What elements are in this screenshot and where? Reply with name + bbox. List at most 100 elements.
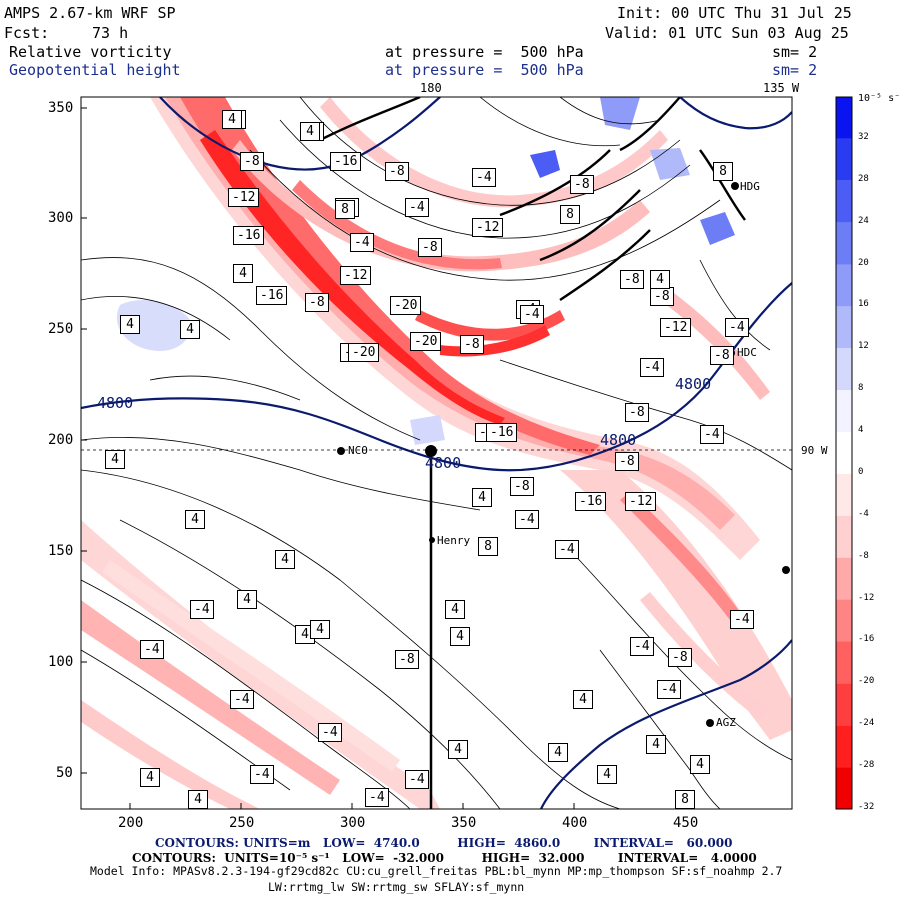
- vorticity-value-label: -8: [615, 452, 639, 471]
- vorticity-value-label: 4: [650, 270, 670, 289]
- x-tick-400: 400: [562, 815, 588, 831]
- field-geopotential: Geopotential height: [9, 61, 181, 79]
- colorbar-tick-label: 28: [858, 173, 869, 184]
- colorbar-swatch: [836, 725, 852, 768]
- height-label-west: 4800: [97, 394, 134, 412]
- vorticity-value-label: -4: [230, 690, 254, 709]
- colorbar-tick-label: -28: [858, 760, 875, 771]
- station-marker-nco: [337, 447, 345, 455]
- x-tick-450: 450: [673, 815, 699, 831]
- colorbar-tick-label: -16: [858, 634, 875, 645]
- vorticity-value-label: -4: [140, 640, 164, 659]
- vorticity-value-label: 4: [472, 488, 492, 507]
- colorbar-tick-label: 12: [858, 341, 869, 352]
- colorbar-tick-label: 0: [858, 466, 864, 477]
- vorticity-value-label: -12: [660, 318, 692, 337]
- vorticity-value-label: -4: [472, 168, 496, 187]
- vorticity-value-label: -20: [410, 332, 442, 351]
- positive-vorticity-patch-3: [700, 212, 735, 245]
- vorticity-value-label: -8: [305, 293, 329, 312]
- footer-model-info: Model Info: MPASv8.2.3-194-gf29cd82c CU:…: [90, 864, 783, 878]
- positive-vorticity-patch-2: [530, 150, 560, 178]
- vorticity-value-label: -4: [405, 770, 429, 789]
- vorticity-value-label: 8: [675, 790, 695, 809]
- vorticity-value-label: -8: [650, 287, 674, 306]
- colorbar-unit: 10⁻⁵ s⁻¹: [858, 93, 900, 104]
- vorticity-value-label: 4: [646, 735, 666, 754]
- colorbar-swatch: [836, 306, 852, 349]
- vorticity-value-label: -4: [365, 788, 389, 807]
- vorticity-value-label: -4: [350, 233, 374, 252]
- vorticity-value-label: -16: [233, 226, 265, 245]
- vorticity-band-upper-2: [292, 180, 502, 270]
- station-marker-agz: [706, 719, 714, 727]
- vorticity-value-label: -8: [570, 175, 594, 194]
- vorticity-value-label: 4: [448, 740, 468, 759]
- colorbar-tick-label: -32: [858, 802, 875, 812]
- colorbar-swatch: [836, 222, 852, 265]
- y-tick-350: 350: [48, 100, 74, 116]
- colorbar-swatch: [836, 348, 852, 391]
- station-label-hdg: HDG: [740, 180, 760, 193]
- vorticity-band-right-4: [640, 592, 770, 720]
- colorbar-swatch: [836, 683, 852, 726]
- colorbar-tick-label: 24: [858, 215, 869, 226]
- footer-vorticity-contours: CONTOURS: UNITS=10⁻⁵ s⁻¹ LOW= -32.000 HI…: [132, 851, 757, 865]
- vorticity-value-label: 4: [690, 755, 710, 774]
- positive-vorticity-patch-1: [116, 300, 191, 351]
- vorticity-value-label: -4: [405, 198, 429, 217]
- vorticity-value-label: 4: [222, 110, 242, 129]
- vorticity-value-label: 4: [573, 690, 593, 709]
- station-label-nco: NCO: [348, 444, 368, 457]
- vorticity-value-label: -4: [250, 765, 274, 784]
- station-label-hdc: HDC: [737, 346, 757, 359]
- vorticity-value-label: -8: [418, 238, 442, 257]
- vorticity-value-label: 8: [713, 162, 733, 181]
- vorticity-value-label: -16: [330, 152, 362, 171]
- colorbar-swatch: [836, 767, 852, 809]
- forecast-value: 73 h: [92, 24, 129, 42]
- colorbar: [835, 96, 853, 810]
- colorbar-tick-label: -8: [858, 550, 869, 561]
- pressure-level-1: at pressure = 500 hPa: [385, 43, 584, 61]
- init-time: Init: 00 UTC Thu 31 Jul 25: [617, 4, 852, 22]
- vorticity-band-arc-core: [180, 97, 600, 455]
- vorticity-value-label: 4: [275, 550, 295, 569]
- vorticity-band-right-1: [560, 470, 792, 740]
- y-tick-300: 300: [48, 210, 74, 226]
- positive-vorticity-patch-5: [650, 148, 690, 180]
- vorticity-value-label: 4: [120, 315, 140, 334]
- vorticity-band-arc-light: [150, 97, 760, 560]
- smoothing-1: sm= 2: [772, 43, 818, 61]
- vorticity-band-right-2: [620, 492, 740, 620]
- y-tick-100: 100: [48, 654, 74, 670]
- colorbar-swatch: [836, 515, 852, 558]
- height-label-center: 4800: [425, 454, 462, 472]
- station-marker-center: [425, 445, 437, 457]
- vorticity-value-label: -12: [472, 218, 504, 237]
- colorbar-swatch: [836, 599, 852, 642]
- valid-time: Valid: 01 UTC Sun 03 Aug 25: [605, 24, 849, 42]
- vorticity-value-label: -4: [657, 680, 681, 699]
- x-tick-350: 350: [451, 815, 477, 831]
- vorticity-value-label: -4: [630, 637, 654, 656]
- vorticity-value-label: -4: [730, 610, 754, 629]
- strong-gradient-strokes: [319, 97, 746, 301]
- vorticity-value-label: -4: [520, 305, 544, 324]
- vorticity-value-label: -8: [620, 270, 644, 289]
- colorbar-swatch: [836, 432, 852, 474]
- vorticity-value-label: -8: [668, 648, 692, 667]
- colorbar-swatch: [836, 473, 852, 516]
- vorticity-band-upper-4: [415, 310, 565, 341]
- vorticity-value-label: 4: [188, 790, 208, 809]
- vorticity-value-label: 8: [560, 205, 580, 224]
- longitude-label-180: 180: [420, 81, 442, 95]
- x-tick-300: 300: [340, 815, 366, 831]
- vorticity-band-right-3: [660, 290, 770, 400]
- vorticity-value-label: -20: [348, 343, 380, 362]
- vorticity-value-label: -4: [700, 425, 724, 444]
- geopotential-contours: [81, 97, 792, 809]
- colorbar-tick-label: 8: [858, 383, 864, 394]
- station-label-agz: AGZ: [716, 716, 736, 729]
- latitude-label-90w: 90 W: [801, 444, 828, 457]
